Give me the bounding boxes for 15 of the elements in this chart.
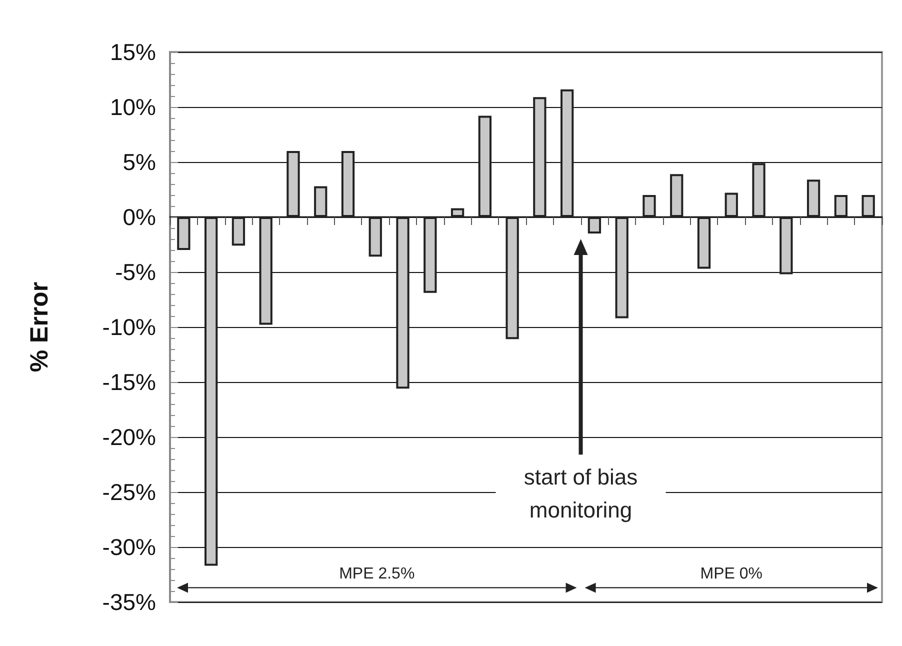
y-axis-title: % Error [26,282,54,372]
y-tick-label: -35% [102,589,156,615]
y-tick-label: -5% [115,259,156,285]
y-tick-label: -30% [102,534,156,560]
y-tick-label: -10% [102,314,156,340]
y-tick-label: -15% [102,369,156,395]
annotation: start of bias monitoring [524,464,638,522]
y-tick-label: 5% [122,149,156,175]
y-tick-label: 0% [122,204,156,230]
y-tick-label: -20% [102,424,156,450]
annotation: MPE 2.5% [339,566,415,583]
y-tick-label: 10% [110,94,156,120]
y-tick-label: -25% [102,479,156,505]
y-tick-label: 15% [110,39,156,65]
annotation: MPE 0% [700,566,763,583]
